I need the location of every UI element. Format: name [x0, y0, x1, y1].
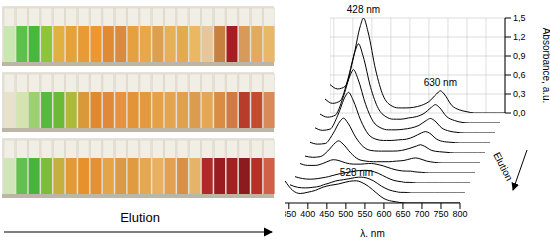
svg-text:550: 550: [357, 209, 372, 219]
svg-text:0,6: 0,6: [513, 70, 526, 80]
svg-text:750: 750: [433, 209, 448, 219]
svg-text:800: 800: [452, 209, 467, 219]
svg-text:700: 700: [414, 209, 429, 219]
svg-text:Elution: Elution: [120, 210, 160, 225]
svg-text:λ, nm: λ, nm: [360, 228, 384, 237]
svg-text:600: 600: [376, 209, 391, 219]
svg-text:630 nm: 630 nm: [424, 77, 457, 88]
svg-text:1,2: 1,2: [513, 32, 526, 42]
svg-text:528 nm: 528 nm: [340, 167, 373, 178]
svg-text:0,9: 0,9: [513, 51, 526, 61]
svg-text:350: 350: [285, 209, 296, 219]
svg-text:Elution: Elution: [491, 150, 515, 182]
svg-text:650: 650: [395, 209, 410, 219]
svg-text:428 nm: 428 nm: [347, 4, 380, 15]
svg-text:400: 400: [300, 209, 315, 219]
svg-text:500: 500: [338, 209, 353, 219]
svg-text:1,5: 1,5: [513, 13, 526, 23]
svg-text:Absorbance, a.u.: Absorbance, a.u.: [541, 28, 550, 104]
svg-text:0,0: 0,0: [513, 108, 526, 118]
svg-text:450: 450: [319, 209, 334, 219]
svg-text:0,3: 0,3: [513, 89, 526, 99]
